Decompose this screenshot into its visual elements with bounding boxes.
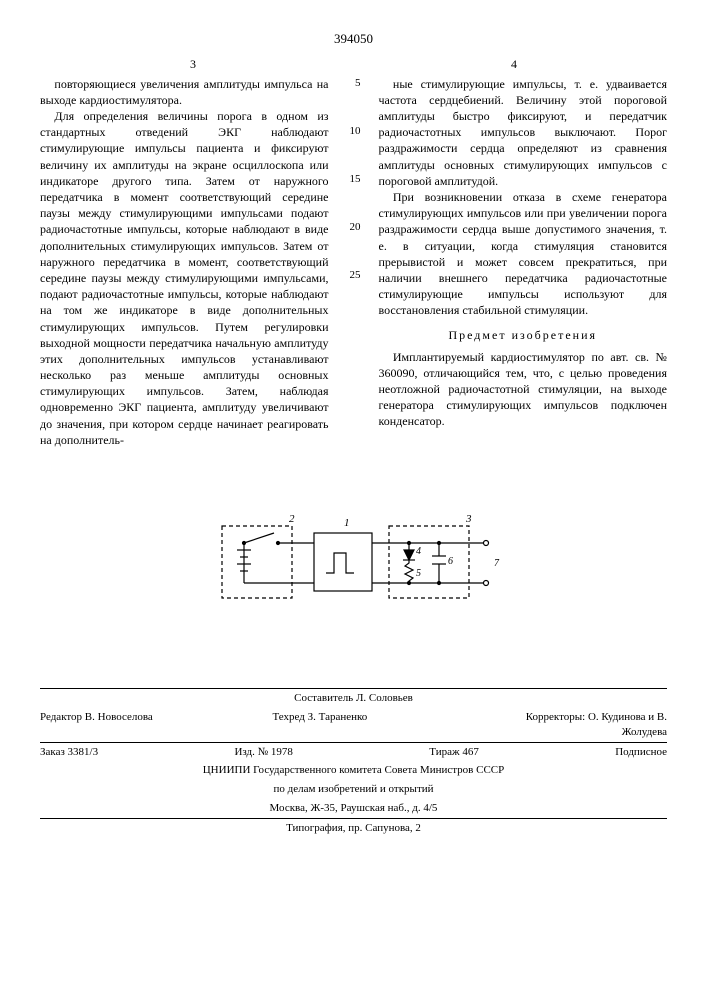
org-line-1: ЦНИИПИ Государственного комитета Совета …: [40, 761, 667, 780]
circuit-diagram: 2 1: [40, 498, 667, 628]
svg-text:6: 6: [448, 556, 453, 567]
line-number: 10: [347, 124, 361, 172]
correctors: Корректоры: О. Кудинова и В. Жолудева: [487, 710, 667, 740]
line-number: 5: [347, 76, 361, 124]
body-paragraph: Имплантируемый кардиостимулятор по авт. …: [379, 349, 668, 430]
line-number: 20: [347, 220, 361, 268]
body-paragraph: ные стимулирующие импульсы, т. е. удваив…: [379, 76, 668, 189]
svg-text:4: 4: [416, 546, 421, 557]
body-paragraph: Для определения величины порога в одном …: [40, 108, 329, 448]
left-column: повторяющиеся увеличения амплитуды импул…: [40, 76, 329, 448]
patent-number: 394050: [40, 30, 667, 48]
techred: Техред З. Тараненко: [273, 710, 368, 740]
col-num-right: 4: [511, 56, 517, 72]
schematic-svg: 2 1: [204, 498, 504, 628]
izd-no: Изд. № 1978: [234, 745, 292, 760]
svg-text:5: 5: [416, 568, 421, 579]
svg-text:3: 3: [465, 513, 472, 525]
col-num-left: 3: [190, 56, 196, 72]
imprint-footer: Составитель Л. Соловьев Редактор В. Ново…: [40, 688, 667, 838]
org-line-2: по делам изобретений и открытий: [40, 780, 667, 799]
editor: Редактор В. Новоселова: [40, 710, 153, 740]
subscription: Подписное: [615, 745, 667, 760]
typography: Типография, пр. Сапунова, 2: [40, 819, 667, 838]
tirazh: Тираж 467: [429, 745, 479, 760]
line-number-gutter: 510152025: [347, 76, 361, 448]
right-column: ные стимулирующие импульсы, т. е. удваив…: [379, 76, 668, 448]
svg-text:2: 2: [289, 513, 295, 525]
svg-text:7: 7: [494, 558, 500, 569]
address: Москва, Ж-35, Раушская наб., д. 4/5: [40, 799, 667, 818]
line-number: 25: [347, 268, 361, 316]
line-number: 15: [347, 172, 361, 220]
svg-text:1: 1: [344, 517, 350, 529]
compiler: Составитель Л. Соловьев: [40, 689, 667, 708]
subject-heading: Предмет изобретения: [379, 327, 668, 343]
body-paragraph: При возникновении отказа в схеме генерат…: [379, 189, 668, 319]
order-no: Заказ 3381/3: [40, 745, 98, 760]
body-paragraph: повторяющиеся увеличения амплитуды импул…: [40, 76, 329, 108]
